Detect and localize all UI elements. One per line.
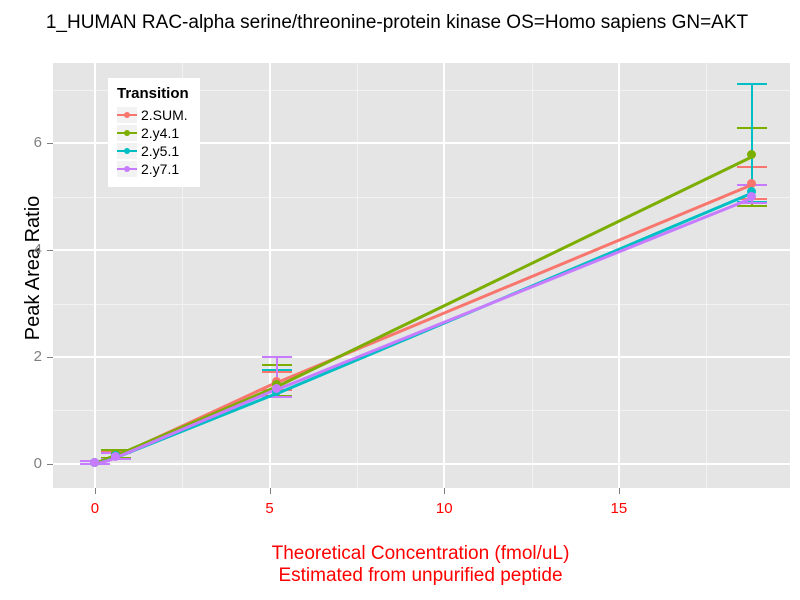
legend-item-label: 2.y7.1 xyxy=(141,161,180,177)
gridline-major-x xyxy=(268,63,271,488)
legend-item[interactable]: 2.y5.1 xyxy=(117,142,189,160)
x-axis-tick xyxy=(444,488,446,494)
y-axis-tick-label: 2 xyxy=(33,348,42,366)
data-point xyxy=(747,150,757,160)
series-line xyxy=(115,388,278,460)
x-axis-tick xyxy=(269,488,271,494)
gridline-minor-x xyxy=(706,63,708,488)
y-axis-tick-label: 0 xyxy=(33,454,42,472)
legend-title: Transition xyxy=(117,85,189,102)
y-axis-tick-label: 6 xyxy=(33,134,42,152)
legend-item[interactable]: 2.SUM. xyxy=(117,106,189,124)
series-line xyxy=(276,154,753,388)
data-point xyxy=(747,186,757,196)
series-line xyxy=(276,196,753,391)
y-axis-tick xyxy=(47,463,53,465)
legend-key-icon xyxy=(117,143,137,159)
gridline-minor-x xyxy=(356,63,358,488)
x-axis-tick xyxy=(94,488,96,494)
y-axis-tick xyxy=(47,143,53,145)
gridline-minor-y xyxy=(53,303,790,305)
chart-title-text: 1_HUMAN RAC-alpha serine/threonine-prote… xyxy=(45,12,749,33)
gridline-minor-y xyxy=(53,410,790,412)
error-bar-cap xyxy=(261,396,292,399)
legend-item[interactable]: 2.y7.1 xyxy=(117,160,189,178)
gridline-major-x xyxy=(617,63,620,488)
legend-key-icon xyxy=(117,125,137,141)
gridline-minor-x xyxy=(531,63,533,488)
data-point xyxy=(111,451,121,461)
x-axis-tick xyxy=(618,488,620,494)
legend-item-label: 2.y4.1 xyxy=(141,125,180,141)
gridline-major-y xyxy=(53,462,790,465)
chart-legend: Transition 2.SUM. 2.y4.1 2.y5.1 2.y7.1 xyxy=(108,78,200,187)
legend-items: 2.SUM. 2.y4.1 2.y5.1 2.y7.1 xyxy=(117,106,189,178)
gridline-major-y xyxy=(53,356,790,359)
x-axis-title: Theoretical Concentration (fmol/uL) Esti… xyxy=(53,543,788,587)
error-bar xyxy=(750,84,753,202)
gridline-major-x xyxy=(93,63,96,488)
x-axis-title-line1: Theoretical Concentration (fmol/uL) xyxy=(271,543,570,564)
gridline-major-y xyxy=(53,142,790,145)
gridline-minor-y xyxy=(53,196,790,198)
y-axis-tick xyxy=(47,250,53,252)
error-bar-cap xyxy=(736,202,767,205)
error-bar-cap xyxy=(736,205,767,208)
error-bar-cap xyxy=(261,356,292,359)
x-axis-tick-label: 15 xyxy=(610,500,628,517)
data-point xyxy=(90,458,100,468)
y-axis-tick xyxy=(47,357,53,359)
gridline-minor-x xyxy=(182,63,184,488)
x-axis-tick-label: 5 xyxy=(265,500,274,517)
gridline-major-y xyxy=(53,249,790,252)
x-axis-tick-label: 10 xyxy=(435,500,453,517)
legend-item[interactable]: 2.y4.1 xyxy=(117,124,189,142)
data-point xyxy=(747,192,757,202)
gridline-major-x xyxy=(443,63,446,488)
legend-item-label: 2.y5.1 xyxy=(141,143,180,159)
chart-title: 1_HUMAN RAC-alpha serine/threonine-prote… xyxy=(0,0,800,46)
legend-key-icon xyxy=(117,107,137,123)
legend-key-icon xyxy=(117,161,137,177)
error-bar-cap xyxy=(736,83,767,86)
data-point xyxy=(747,178,757,188)
y-axis-tick-label: 4 xyxy=(33,241,42,259)
data-point xyxy=(272,383,282,393)
x-axis-title-line2: Estimated from unpurified peptide xyxy=(278,565,563,586)
gridline-minor-y xyxy=(53,89,790,91)
legend-item-label: 2.SUM. xyxy=(141,107,188,123)
x-axis-tick-label: 0 xyxy=(90,500,100,517)
